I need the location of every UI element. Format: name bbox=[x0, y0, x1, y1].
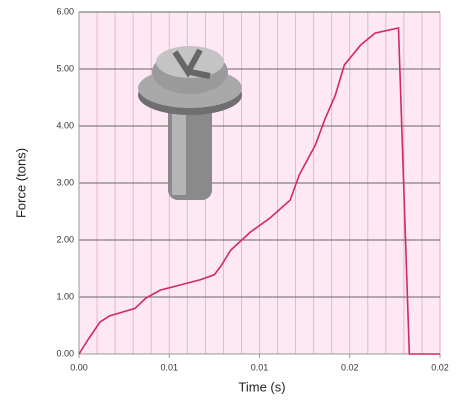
y-tick-label: 6.00 bbox=[56, 6, 74, 16]
y-tick-label: 5.00 bbox=[56, 63, 74, 73]
y-tick-label: 3.00 bbox=[56, 177, 74, 187]
x-tick-label: 0.00 bbox=[70, 362, 88, 372]
y-tick-label: 2.00 bbox=[56, 234, 74, 244]
data-line bbox=[78, 26, 440, 355]
screw-image bbox=[138, 46, 242, 200]
y-tick-label: 1.00 bbox=[56, 291, 74, 301]
x-tick-label: 0.01 bbox=[160, 362, 178, 372]
y-tick-label: 4.00 bbox=[56, 120, 74, 130]
y-tick-label: 0.00 bbox=[56, 348, 74, 358]
x-tick-label: 0.01 bbox=[251, 362, 269, 372]
x-tick-label: 0.02 bbox=[431, 362, 449, 372]
y-axis-title: Force (tons) bbox=[13, 148, 28, 218]
x-tick-label: 0.02 bbox=[341, 362, 359, 372]
x-axis-title: Time (s) bbox=[238, 379, 285, 394]
